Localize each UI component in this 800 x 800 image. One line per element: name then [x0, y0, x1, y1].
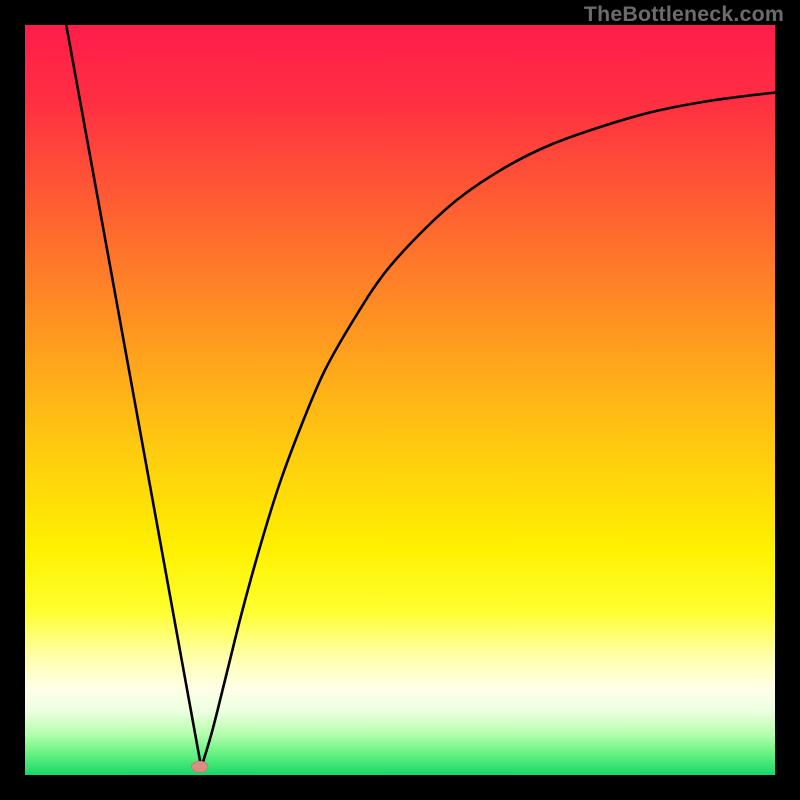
plot-area [25, 25, 775, 775]
chart-frame: TheBottleneck.com [0, 0, 800, 800]
minimum-marker [192, 761, 209, 772]
gradient-background [25, 25, 775, 775]
chart-svg [25, 25, 775, 775]
watermark-text: TheBottleneck.com [584, 2, 784, 27]
